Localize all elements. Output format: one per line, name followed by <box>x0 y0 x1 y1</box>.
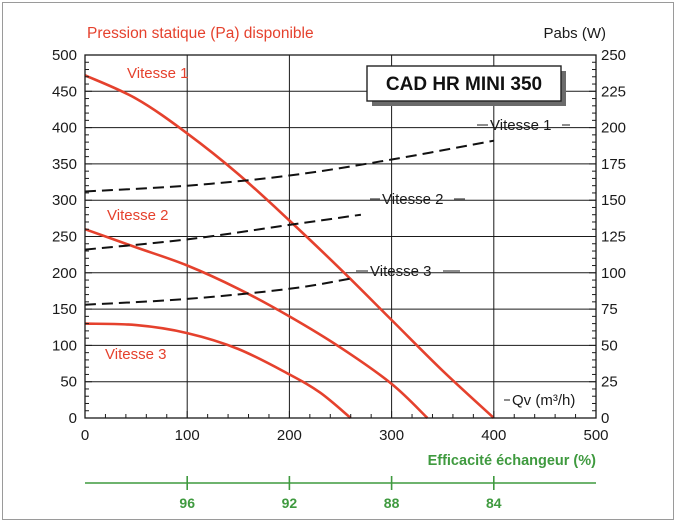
y-left-tick-label: 500 <box>52 47 77 64</box>
y-left-tick-label: 0 <box>69 410 77 427</box>
x-tick-label: 300 <box>379 427 404 444</box>
x-axis-label: Qv (m³/h) <box>512 392 575 409</box>
y-left-tick-label: 150 <box>52 301 77 318</box>
chart-title-box: CAD HR MINI 350 <box>366 65 566 106</box>
y-right-tick-label: 100 <box>601 265 626 282</box>
series-layer <box>84 74 495 420</box>
pressure-label-vitesse-3: Vitesse 3 <box>105 346 166 363</box>
y-right-tick-label: 125 <box>601 229 626 246</box>
y-left-tick-label: 100 <box>52 337 77 354</box>
y-left-tick-label: 350 <box>52 156 77 173</box>
axes-layer: 0501001502002503003504004505000255075100… <box>52 47 626 511</box>
right-axis-label: Pabs (W) <box>543 25 606 42</box>
efficiency-tick-label: 84 <box>486 495 502 511</box>
y-left-tick-label: 450 <box>52 83 77 100</box>
y-left-tick-label: 300 <box>52 192 77 209</box>
power-label-vitesse-2: Vitesse 2 <box>382 191 443 208</box>
efficiency-tick-label: 88 <box>384 495 400 511</box>
pressure-label-vitesse-1: Vitesse 1 <box>127 65 188 82</box>
y-left-tick-label: 400 <box>52 120 77 137</box>
efficiency-tick-label: 96 <box>179 495 195 511</box>
y-right-tick-label: 200 <box>601 120 626 137</box>
y-right-tick-label: 50 <box>601 337 618 354</box>
left-axis-label: Pression statique (Pa) disponible <box>87 25 314 42</box>
y-left-tick-label: 250 <box>52 229 77 246</box>
x-tick-label: 0 <box>81 427 89 444</box>
y-right-tick-label: 250 <box>601 47 626 64</box>
chart-title: CAD HR MINI 350 <box>386 74 542 95</box>
x-tick-label: 400 <box>481 427 506 444</box>
y-left-tick-label: 200 <box>52 265 77 282</box>
y-left-tick-label: 50 <box>60 374 77 391</box>
pressure-curve-vitesse-3 <box>84 322 352 420</box>
y-right-tick-label: 225 <box>601 83 626 100</box>
power-curve-vitesse-3 <box>84 277 351 306</box>
efficiency-tick-label: 92 <box>282 495 298 511</box>
x-tick-label: 200 <box>277 427 302 444</box>
grid-layer <box>85 55 596 418</box>
y-right-tick-label: 25 <box>601 374 618 391</box>
power-label-vitesse-3: Vitesse 3 <box>370 263 431 280</box>
pressure-curve-vitesse-2 <box>84 227 429 419</box>
chart-frame <box>2 2 674 520</box>
labels-layer: Pression statique (Pa) disponible Pabs (… <box>87 25 606 469</box>
y-right-tick-label: 0 <box>601 410 609 427</box>
y-right-tick-label: 75 <box>601 301 618 318</box>
power-label-vitesse-1: Vitesse 1 <box>490 117 551 134</box>
power-curve-vitesse-1 <box>84 139 494 193</box>
x-tick-label: 100 <box>175 427 200 444</box>
power-curve-vitesse-2 <box>84 213 362 251</box>
y-right-tick-label: 150 <box>601 192 626 209</box>
pressure-label-vitesse-2: Vitesse 2 <box>107 207 168 224</box>
x-tick-label: 500 <box>583 427 608 444</box>
pressure-curve-vitesse-1 <box>84 74 495 419</box>
y-right-tick-label: 175 <box>601 156 626 173</box>
plot-border <box>84 54 597 419</box>
efficiency-axis-label: Efficacité échangeur (%) <box>428 453 597 469</box>
